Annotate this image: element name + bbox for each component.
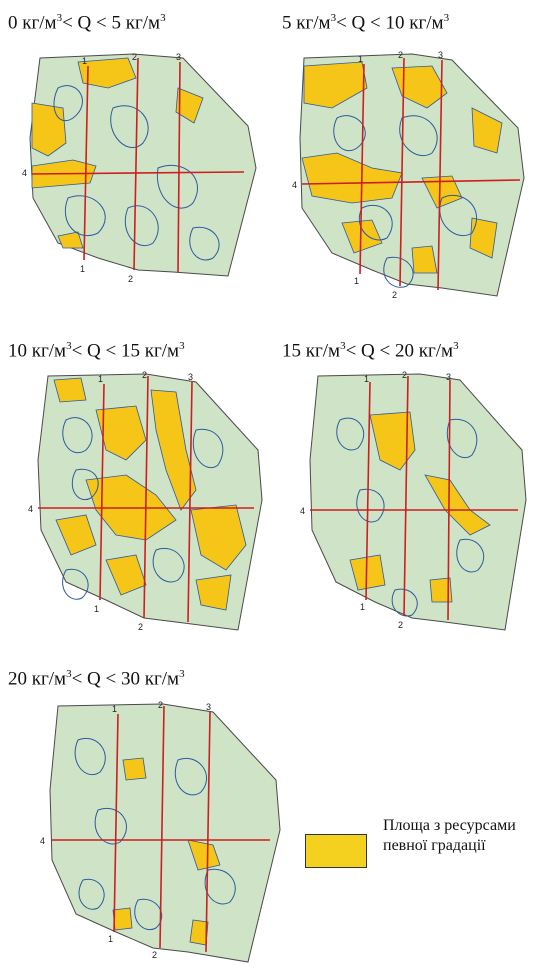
map-panel-10-15: 10 кг/м3< Q < 15 кг/м3 1 2 3 xyxy=(8,340,268,640)
svg-text:2: 2 xyxy=(398,620,403,630)
svg-text:3: 3 xyxy=(206,702,211,712)
svg-text:2: 2 xyxy=(138,622,143,632)
svg-text:1: 1 xyxy=(360,602,365,612)
svg-text:3: 3 xyxy=(446,372,451,382)
map-panel-5-10: 5 кг/м3< Q < 10 кг/м3 1 2 3 xyxy=(282,12,542,312)
panel-title: 15 кг/м3< Q < 20 кг/м3 xyxy=(282,340,459,362)
svg-text:4: 4 xyxy=(40,836,45,846)
legend-label: Площа з ресурсами певної градації xyxy=(383,816,516,856)
legend: Площа з ресурсами певної градації xyxy=(305,810,543,870)
svg-text:1: 1 xyxy=(108,934,113,944)
panel-title: 20 кг/м3< Q < 30 кг/м3 xyxy=(8,668,185,690)
svg-text:1: 1 xyxy=(358,54,363,64)
svg-text:1: 1 xyxy=(82,56,87,66)
svg-text:3: 3 xyxy=(176,52,181,62)
svg-text:2: 2 xyxy=(152,950,157,960)
map-panel-20-30: 20 кг/м3< Q < 30 кг/м3 1 2 3 4 1 2 xyxy=(8,668,298,973)
svg-text:1: 1 xyxy=(80,264,85,274)
legend-swatch xyxy=(305,834,367,868)
svg-text:1: 1 xyxy=(94,604,99,614)
svg-text:2: 2 xyxy=(128,274,133,284)
map-panel-0-5: 0 кг/м3< Q < 5 кг/м3 1 2 3 4 1 xyxy=(8,12,268,302)
svg-text:4: 4 xyxy=(292,180,297,190)
svg-text:2: 2 xyxy=(398,50,403,60)
resource-map: 1 2 3 4 1 2 xyxy=(40,700,281,963)
legend-label-line1: Площа з ресурсами xyxy=(383,817,516,834)
panel-title: 5 кг/м3< Q < 10 кг/м3 xyxy=(282,12,450,34)
svg-text:4: 4 xyxy=(28,504,33,514)
svg-text:1: 1 xyxy=(364,374,369,384)
map-panel-15-20: 15 кг/м3< Q < 20 кг/м3 1 2 3 4 1 2 xyxy=(282,340,542,640)
svg-text:2: 2 xyxy=(142,370,147,380)
svg-text:2: 2 xyxy=(158,700,163,710)
svg-text:1: 1 xyxy=(98,374,103,384)
svg-text:2: 2 xyxy=(402,370,407,380)
panel-title: 0 кг/м3< Q < 5 кг/м3 xyxy=(8,12,166,34)
svg-text:2: 2 xyxy=(132,52,137,62)
resource-map: 1 2 3 4 1 2 xyxy=(28,370,263,632)
resource-map: 1 2 3 4 1 2 xyxy=(300,370,527,631)
svg-text:3: 3 xyxy=(438,50,443,60)
svg-text:3: 3 xyxy=(188,372,193,382)
svg-text:2: 2 xyxy=(392,290,397,300)
svg-text:1: 1 xyxy=(354,276,359,286)
legend-label-line2: певної градації xyxy=(383,837,486,854)
resource-map: 1 2 3 4 1 2 xyxy=(22,52,257,284)
panel-title: 10 кг/м3< Q < 15 кг/м3 xyxy=(8,340,185,362)
svg-text:1: 1 xyxy=(112,704,117,714)
svg-text:4: 4 xyxy=(22,168,27,178)
resource-map: 1 2 3 4 1 2 xyxy=(292,50,525,300)
svg-text:4: 4 xyxy=(300,506,305,516)
